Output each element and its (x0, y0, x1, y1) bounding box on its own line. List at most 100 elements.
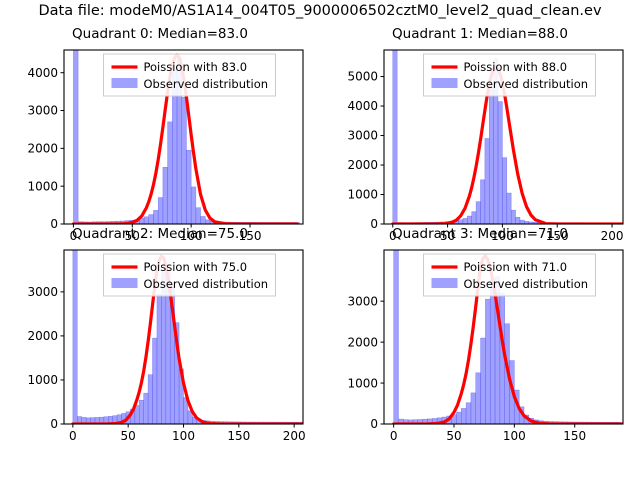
subplot-title-quadrant-3: Quadrant 3: Median=71.0 (392, 226, 568, 242)
y-tick-label: 2000 (347, 158, 378, 172)
legend-swatch-observed (111, 78, 138, 88)
x-tick-label: 100 (172, 429, 195, 443)
y-tick-label: 0 (370, 417, 378, 431)
histogram-bar (497, 101, 503, 224)
legend-swatch-observed (431, 278, 458, 288)
histogram-bar (515, 216, 521, 224)
plot-canvas-quadrant-3: 0 50 100 150 0 1000 2000 3000 Poission with 71.0… (347, 249, 624, 443)
y-tick-label: 3000 (347, 129, 378, 143)
x-tick-label: 50 (125, 229, 140, 243)
histogram-bar (205, 219, 211, 224)
plot-canvas-quadrant-0: 0 50 100 150 0 1000 2000 3000 4000 Poission with … (27, 49, 304, 243)
histogram-bar (461, 408, 467, 424)
legend-swatch-observed (431, 78, 458, 88)
x-tick-label: 0 (390, 429, 398, 443)
histogram-bar (475, 201, 481, 224)
x-tick-label: 0 (70, 229, 78, 243)
histogram-bar (506, 192, 512, 224)
x-tick-label: 0 (69, 429, 77, 443)
legend-label-observed: Observed distribution (464, 77, 589, 91)
subplot-title-quadrant-0: Quadrant 0: Median=83.0 (72, 26, 248, 42)
x-tick-label: 200 (601, 229, 624, 243)
subplot-title-quadrant-1: Quadrant 1: Median=88.0 (392, 26, 568, 42)
histogram-bar (148, 214, 154, 224)
x-tick-label: 150 (239, 229, 262, 243)
histogram-bar (72, 250, 78, 424)
legend-swatch-observed (111, 278, 138, 288)
histogram-bar (484, 138, 490, 224)
x-tick-label: 150 (563, 429, 586, 443)
histogram-bar (393, 250, 399, 424)
subplot-quadrant-0: Quadrant 0: Median=83.0 0 50 100 150 0 1000 20… (0, 26, 320, 243)
histogram-bar (181, 97, 187, 224)
y-tick-label: 3000 (27, 104, 58, 118)
histogram-bar (162, 167, 168, 224)
histogram-bar (195, 207, 201, 224)
plot-canvas-quadrant-1: 0 50 100 150 200010002000300040005000Poissio… (347, 49, 624, 243)
histogram-bar (485, 298, 491, 424)
histogram-bar (489, 278, 496, 424)
legend-label-observed: Observed distribution (144, 277, 269, 291)
histogram-bar (138, 399, 144, 424)
y-tick-label: 1000 (27, 373, 58, 387)
x-tick-label: 200 (283, 429, 306, 443)
legend-label-observed: Observed distribution (144, 77, 269, 91)
histogram-bar (152, 337, 158, 424)
y-tick-label: 3000 (27, 285, 58, 299)
x-tick-label: 0 (389, 229, 397, 243)
axes-frame (63, 49, 304, 225)
histogram-bar (167, 121, 173, 224)
histogram-bar (462, 218, 468, 224)
x-tick-label: 100 (503, 429, 526, 443)
x-tick-label: 100 (180, 229, 203, 243)
legend-label-poisson: Poission with 75.0 (144, 260, 248, 274)
y-tick-label: 0 (50, 417, 58, 431)
axes-frame (383, 49, 624, 225)
histogram-bar (143, 216, 150, 224)
legend-label-poisson: Poission with 71.0 (464, 260, 568, 274)
histogram-bar (488, 83, 494, 224)
x-tick-label: 150 (227, 429, 250, 443)
histogram-bar (458, 219, 464, 224)
histogram-bar (190, 186, 197, 224)
histogram-bar (467, 215, 472, 224)
y-tick-label: 3000 (347, 294, 378, 308)
subplot-quadrant-1: Quadrant 1: Median=88.0 0 50 100 150 200 0 100… (320, 26, 640, 243)
legend: Poission with 71.0 Observed distribution (423, 253, 596, 297)
histogram-bar (510, 209, 516, 224)
histogram-bar (471, 211, 477, 224)
histogram-bar (470, 392, 476, 424)
histogram-bar (143, 392, 149, 424)
legend: Poission with 88.0 Observed distribution (423, 53, 596, 97)
legend-label-poisson: Poission with 88.0 (464, 60, 568, 74)
x-tick-label: 100 (491, 229, 514, 243)
x-tick-label: 150 (546, 229, 569, 243)
axes-frame (383, 249, 624, 425)
x-tick-label: 50 (446, 429, 461, 443)
legend: Poission with 83.0 Observed distribution (103, 53, 276, 97)
y-tick-label: 0 (50, 217, 58, 231)
histogram-bar (153, 210, 159, 224)
subplot-quadrant-2: Quadrant 2: Median=75.0 0 50 100 150 200 0 100… (0, 226, 320, 480)
histogram-bar (156, 293, 162, 424)
histogram-bar (200, 216, 206, 224)
x-tick-label: 50 (121, 429, 136, 443)
legend: Poission with 75.0 Observed distribution (103, 253, 276, 297)
y-tick-label: 2000 (347, 335, 378, 349)
histogram-bar (475, 372, 481, 424)
histogram-bar (456, 411, 462, 424)
y-tick-label: 0 (370, 217, 378, 231)
x-tick-label: 50 (440, 229, 455, 243)
y-tick-label: 1000 (347, 188, 378, 202)
histogram-bar (147, 374, 153, 424)
y-tick-label: 1000 (27, 179, 58, 193)
histogram-bar (502, 157, 508, 224)
histogram-bar (73, 50, 79, 224)
histogram-bar (480, 179, 486, 224)
histogram-bar (465, 402, 472, 424)
y-tick-label: 2000 (27, 329, 58, 343)
figure-suptitle: Data file: modeM0/AS1A14_004T05_90000065… (38, 3, 602, 19)
subplot-title-quadrant-2: Quadrant 2: Median=75.0 (72, 226, 248, 242)
